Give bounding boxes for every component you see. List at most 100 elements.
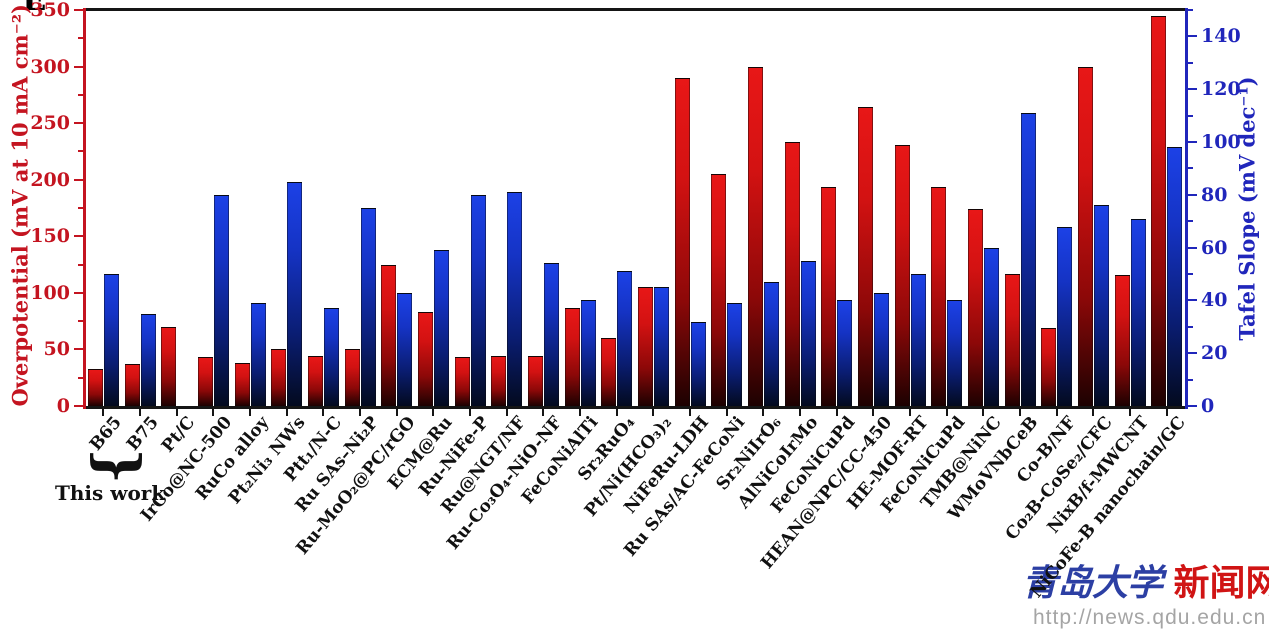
bar-overpotential [674, 77, 690, 406]
bar-tafel-slope [1057, 226, 1073, 406]
left-axis-tick-label: 200 [30, 168, 70, 191]
left-axis-major-tick [74, 9, 83, 11]
left-axis-minor-tick [78, 263, 83, 266]
x-axis-tick [945, 409, 948, 416]
right-axis-minor-tick [1188, 273, 1193, 275]
right-axis-tick-label: 80 [1201, 183, 1228, 206]
x-axis-tick [982, 409, 985, 416]
right-axis-tick-label: 20 [1201, 342, 1228, 365]
x-axis-tick [102, 409, 105, 416]
bar-overpotential [931, 186, 947, 406]
bar-tafel-slope [250, 303, 266, 406]
bottom-spine [83, 406, 1188, 409]
bar-overpotential [1004, 273, 1020, 406]
x-axis-tick [799, 409, 801, 416]
bar-tafel-slope [837, 300, 853, 406]
bar-tafel-slope [1130, 218, 1146, 406]
x-axis-tick [615, 409, 618, 416]
watermark-url: http://news.qdu.edu.cn [1033, 606, 1267, 629]
left-axis-minor-tick [78, 93, 83, 96]
bar-overpotential [711, 174, 727, 406]
bar-overpotential [381, 264, 397, 406]
bar-tafel-slope [617, 271, 633, 406]
x-axis-tick [835, 409, 838, 416]
bar-tafel-slope [543, 263, 559, 406]
right-axis-minor-tick [1188, 378, 1193, 381]
left-axis-tick-label: 150 [30, 225, 70, 248]
left-axis-major-tick [74, 348, 83, 351]
x-axis-tick [689, 409, 691, 416]
bar-tafel-slope [507, 192, 523, 406]
bar-tafel-slope [360, 208, 376, 406]
bar-tafel-slope [580, 300, 596, 406]
right-axis-minor-tick [1188, 114, 1193, 117]
right-axis-tick-label: 140 [1201, 25, 1241, 48]
x-axis-tick [1019, 409, 1021, 416]
bar-overpotential [857, 107, 873, 406]
right-axis-tick-label: 0 [1201, 395, 1215, 417]
bar-overpotential [234, 363, 250, 406]
right-axis-tick-label: 100 [1201, 131, 1241, 153]
watermark-university-name: 青岛大学 [1022, 562, 1163, 604]
bar-overpotential [1114, 274, 1130, 406]
x-axis-tick [579, 409, 581, 416]
right-axis-minor-tick [1188, 325, 1193, 328]
bar-tafel-slope [287, 181, 303, 406]
right-axis-major-tick [1188, 88, 1197, 91]
bar-overpotential [197, 357, 213, 406]
x-axis-tick [395, 409, 398, 416]
right-axis-tick-label: 60 [1201, 236, 1228, 259]
right-axis-tick-label: 40 [1201, 289, 1228, 312]
bar-overpotential [87, 368, 103, 406]
left-axis-major-tick [74, 65, 83, 68]
bar-overpotential [1077, 66, 1093, 406]
bar-tafel-slope [653, 287, 669, 406]
left-axis-major-tick [74, 405, 83, 407]
left-axis-major-tick [74, 235, 83, 238]
bar-overpotential [601, 338, 617, 406]
bar-tafel-slope [470, 194, 486, 406]
bar-overpotential [124, 364, 140, 406]
bar-overpotential [747, 66, 763, 406]
bar-tafel-slope [947, 300, 963, 406]
x-axis-tick [469, 409, 471, 416]
right-axis-major-tick [1188, 405, 1197, 407]
bar-overpotential [967, 209, 983, 406]
left-axis-minor-tick [78, 207, 83, 209]
bar-overpotential [344, 349, 360, 406]
x-axis-tick [725, 409, 728, 416]
right-axis-minor-tick [1188, 61, 1193, 64]
right-axis-major-tick [1188, 35, 1197, 38]
bar-overpotential [527, 356, 543, 406]
bar-tafel-slope [213, 194, 229, 406]
left-axis-tick-label: 50 [43, 338, 70, 361]
x-axis-tick [1129, 409, 1131, 416]
left-axis-tick-label: 300 [30, 55, 70, 78]
x-axis-tick [285, 409, 288, 416]
left-axis-tick-label: 250 [30, 112, 70, 135]
x-axis-tick [322, 409, 325, 416]
right-axis-major-tick [1188, 299, 1197, 302]
left-axis-tick-label: 100 [30, 281, 70, 304]
bar-tafel-slope [983, 247, 999, 406]
left-axis-major-tick [74, 122, 83, 125]
bar-tafel-slope [1020, 113, 1036, 406]
x-axis-tick [872, 409, 875, 416]
right-axis-minor-tick [1188, 167, 1193, 170]
bar-overpotential [821, 186, 837, 406]
bar-tafel-slope [140, 313, 156, 406]
watermark-news-network: 新闻网 [1173, 562, 1269, 604]
left-axis-major-tick [74, 178, 83, 181]
bar-overpotential [491, 356, 507, 406]
x-axis-tick [249, 409, 251, 416]
x-axis-tick [432, 409, 435, 416]
x-axis-tick [139, 409, 141, 416]
this-work-label: This work [55, 481, 166, 505]
bar-tafel-slope [873, 292, 889, 406]
left-axis-major-tick [74, 291, 83, 294]
left-axis-minor-tick [78, 150, 83, 153]
x-axis-tick [1165, 409, 1168, 416]
bar-overpotential [1041, 327, 1057, 406]
left-axis-minor-tick [78, 376, 83, 379]
